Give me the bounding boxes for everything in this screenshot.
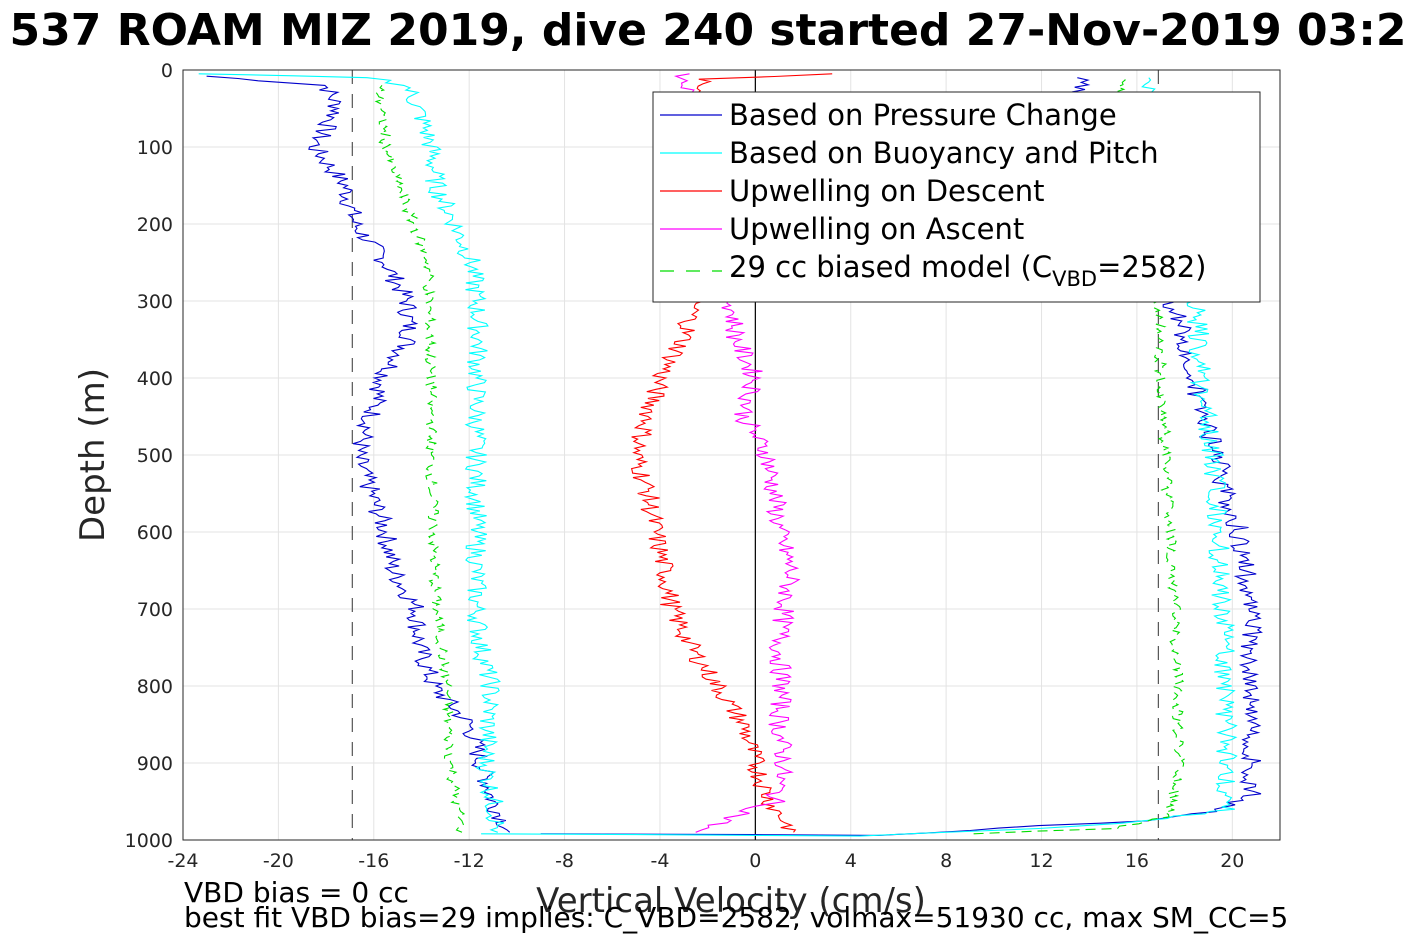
legend-label-pressure: Based on Pressure Change [729,98,1117,132]
x-tick-label: 0 [749,850,761,872]
chart-title: 537 ROAM MIZ 2019, dive 240 started 27-N… [10,5,1407,56]
legend-label-biased-model-head: 29 cc biased model (C [729,250,1052,284]
legend-label-upwelling-descent: Upwelling on Descent [729,174,1045,208]
y-tick-labels: 0 100 200 300 400 500 600 700 800 900 1000 [125,60,173,852]
x-tick-labels: -24 -20 -16 -12 -8 -4 0 4 8 12 16 20 [167,850,1244,872]
x-tick-label: -20 [263,850,294,872]
y-tick-label: 400 [137,368,173,390]
x-tick-label: 12 [1029,850,1053,872]
x-tick-label: 8 [940,850,952,872]
legend-label-biased-model-sub: VBD [1052,267,1097,291]
plot-frame [182,69,1281,841]
x-tick-label: -12 [454,850,485,872]
y-tick-label: 300 [137,291,173,313]
y-tick-label: 200 [137,214,173,236]
x-tick-label: -16 [358,850,389,872]
x-axis-label: Vertical Velocity (cm/s) [536,881,926,921]
legend: Based on Pressure Change Based on Buoyan… [652,91,1261,303]
legend-label-biased-model: 29 cc biased model (CVBD=2582) [729,250,1207,291]
x-tick-label: 20 [1220,850,1244,872]
series-line-4-descent [374,85,466,833]
series-line-1-descent [198,73,505,833]
x-tick-label: 16 [1125,850,1149,872]
series-line-0-descent [206,75,511,833]
y-tick-label: 500 [137,445,173,467]
legend-box [652,91,1261,303]
y-tick-label: 900 [137,753,173,775]
vbd-bias-note: VBD bias = 0 cc [184,876,409,909]
best-fit-note: best fit VBD bias=29 implies: C_VBD=2582… [184,901,1288,934]
x-tick-label: -8 [555,850,574,872]
x-tick-label: -24 [167,850,198,872]
y-tick-label: 100 [137,137,173,159]
y-tick-label: 700 [137,599,173,621]
y-tick-label: 600 [137,522,173,544]
x-tick-label: 4 [845,850,857,872]
y-tick-label: 800 [137,676,173,698]
x-tick-label: -4 [650,850,669,872]
legend-label-biased-model-tail: =2582) [1097,250,1206,284]
y-tick-label: 1000 [125,830,173,852]
y-axis-label: Depth (m) [73,368,113,542]
y-tick-label: 0 [161,60,173,82]
legend-label-buoyancy: Based on Buoyancy and Pitch [729,136,1159,170]
legend-label-upwelling-ascent: Upwelling on Ascent [729,212,1024,246]
